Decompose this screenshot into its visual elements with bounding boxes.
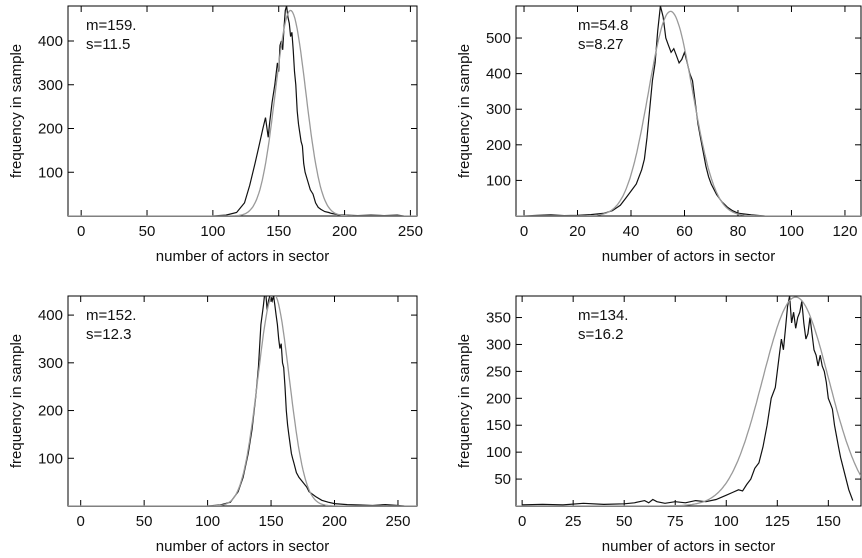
x-axis-title: number of actors in sector — [156, 248, 329, 265]
sd-label: s=16.2 — [578, 326, 623, 343]
x-tick-label: 0 — [520, 223, 528, 240]
plot-frame — [515, 5, 862, 217]
x-tick-label: 50 — [136, 513, 153, 530]
mean-label: m=152. — [86, 307, 136, 324]
y-tick-label: 300 — [486, 336, 511, 353]
empirical-distribution-line — [207, 296, 405, 506]
y-tick-label: 50 — [494, 471, 511, 488]
x-tick-label: 60 — [676, 223, 693, 240]
gaussian-fit-line — [516, 296, 861, 506]
chart-panel-1: 0 50 100 150 200 250 100 200 300 400 number of act… — [8, 5, 423, 265]
gaussian-fit-line — [68, 9, 417, 216]
y-tick-label: 400 — [38, 33, 63, 50]
x-tick-label: 75 — [667, 513, 684, 530]
y-axis-title: frequency in sample — [8, 334, 25, 468]
y-tick-label: 300 — [38, 77, 63, 94]
chart-panel-2: 0 20 40 60 80 100 120 100 200 300 400 500 number of … — [456, 5, 862, 265]
x-tick-label: 100 — [779, 223, 804, 240]
empirical-distribution-line — [523, 6, 765, 216]
mean-label: m=159. — [86, 17, 136, 34]
mean-label: m=134. — [578, 307, 628, 324]
sd-label: s=12.3 — [86, 326, 131, 343]
x-tick-label: 50 — [616, 513, 633, 530]
x-tick-label: 50 — [139, 223, 156, 240]
x-tick-label: 150 — [266, 223, 291, 240]
x-axis-title: number of actors in sector — [602, 248, 775, 265]
y-tick-label: 200 — [38, 403, 63, 420]
x-tick-label: 150 — [816, 513, 841, 530]
x-tick-label: 20 — [569, 223, 586, 240]
x-tick-label: 250 — [398, 223, 423, 240]
y-tick-label: 400 — [38, 307, 63, 324]
x-tick-label: 125 — [765, 513, 790, 530]
x-tick-label: 100 — [195, 513, 220, 530]
plot-frame — [67, 5, 418, 217]
y-axis-title: frequency in sample — [8, 44, 25, 178]
x-tick-label: 200 — [332, 223, 357, 240]
sd-label: s=11.5 — [86, 36, 130, 53]
y-tick-label: 200 — [38, 121, 63, 138]
x-tick-label: 25 — [565, 513, 582, 530]
x-tick-label: 250 — [385, 513, 410, 530]
y-tick-label: 500 — [486, 30, 511, 47]
plot-frame — [515, 295, 862, 507]
x-tick-label: 100 — [200, 223, 225, 240]
y-tick-label: 200 — [486, 137, 511, 154]
mean-label: m=54.8 — [578, 17, 628, 34]
x-tick-label: 150 — [259, 513, 284, 530]
x-tick-label: 200 — [322, 513, 347, 530]
empirical-distribution-line — [522, 296, 854, 506]
y-tick-label: 150 — [486, 417, 511, 434]
y-tick-label: 400 — [486, 66, 511, 83]
x-tick-label: 100 — [714, 513, 739, 530]
x-tick-label: 0 — [518, 513, 526, 530]
x-tick-label: 120 — [832, 223, 857, 240]
x-tick-label: 40 — [623, 223, 640, 240]
y-tick-label: 300 — [486, 101, 511, 118]
gaussian-fit-line — [516, 10, 861, 216]
y-tick-label: 350 — [486, 310, 511, 327]
x-tick-label: 80 — [730, 223, 747, 240]
y-tick-label: 300 — [38, 355, 63, 372]
x-tick-label: 0 — [77, 223, 85, 240]
y-axis-title: frequency in sample — [456, 44, 473, 178]
x-tick-label: 0 — [77, 513, 85, 530]
gaussian-fit-line — [68, 296, 417, 506]
y-tick-label: 100 — [486, 172, 511, 189]
y-axis-title: frequency in sample — [456, 334, 473, 468]
chart-panel-4: 0 25 50 75 100 125 150 50 100 150 200 250 300 350 numb… — [456, 295, 862, 555]
empirical-distribution-line — [212, 6, 404, 216]
y-tick-label: 100 — [38, 164, 63, 181]
y-tick-label: 200 — [486, 390, 511, 407]
x-axis-title: number of actors in sector — [602, 538, 775, 555]
y-tick-label: 100 — [486, 444, 511, 461]
y-tick-label: 100 — [38, 450, 63, 467]
sd-label: s=8.27 — [578, 36, 623, 53]
x-axis-title: number of actors in sector — [156, 538, 329, 555]
chart-panel-3: 0 50 100 150 200 250 100 200 300 400 number of act… — [8, 295, 418, 555]
y-tick-label: 250 — [486, 363, 511, 380]
plot-frame — [67, 295, 418, 507]
